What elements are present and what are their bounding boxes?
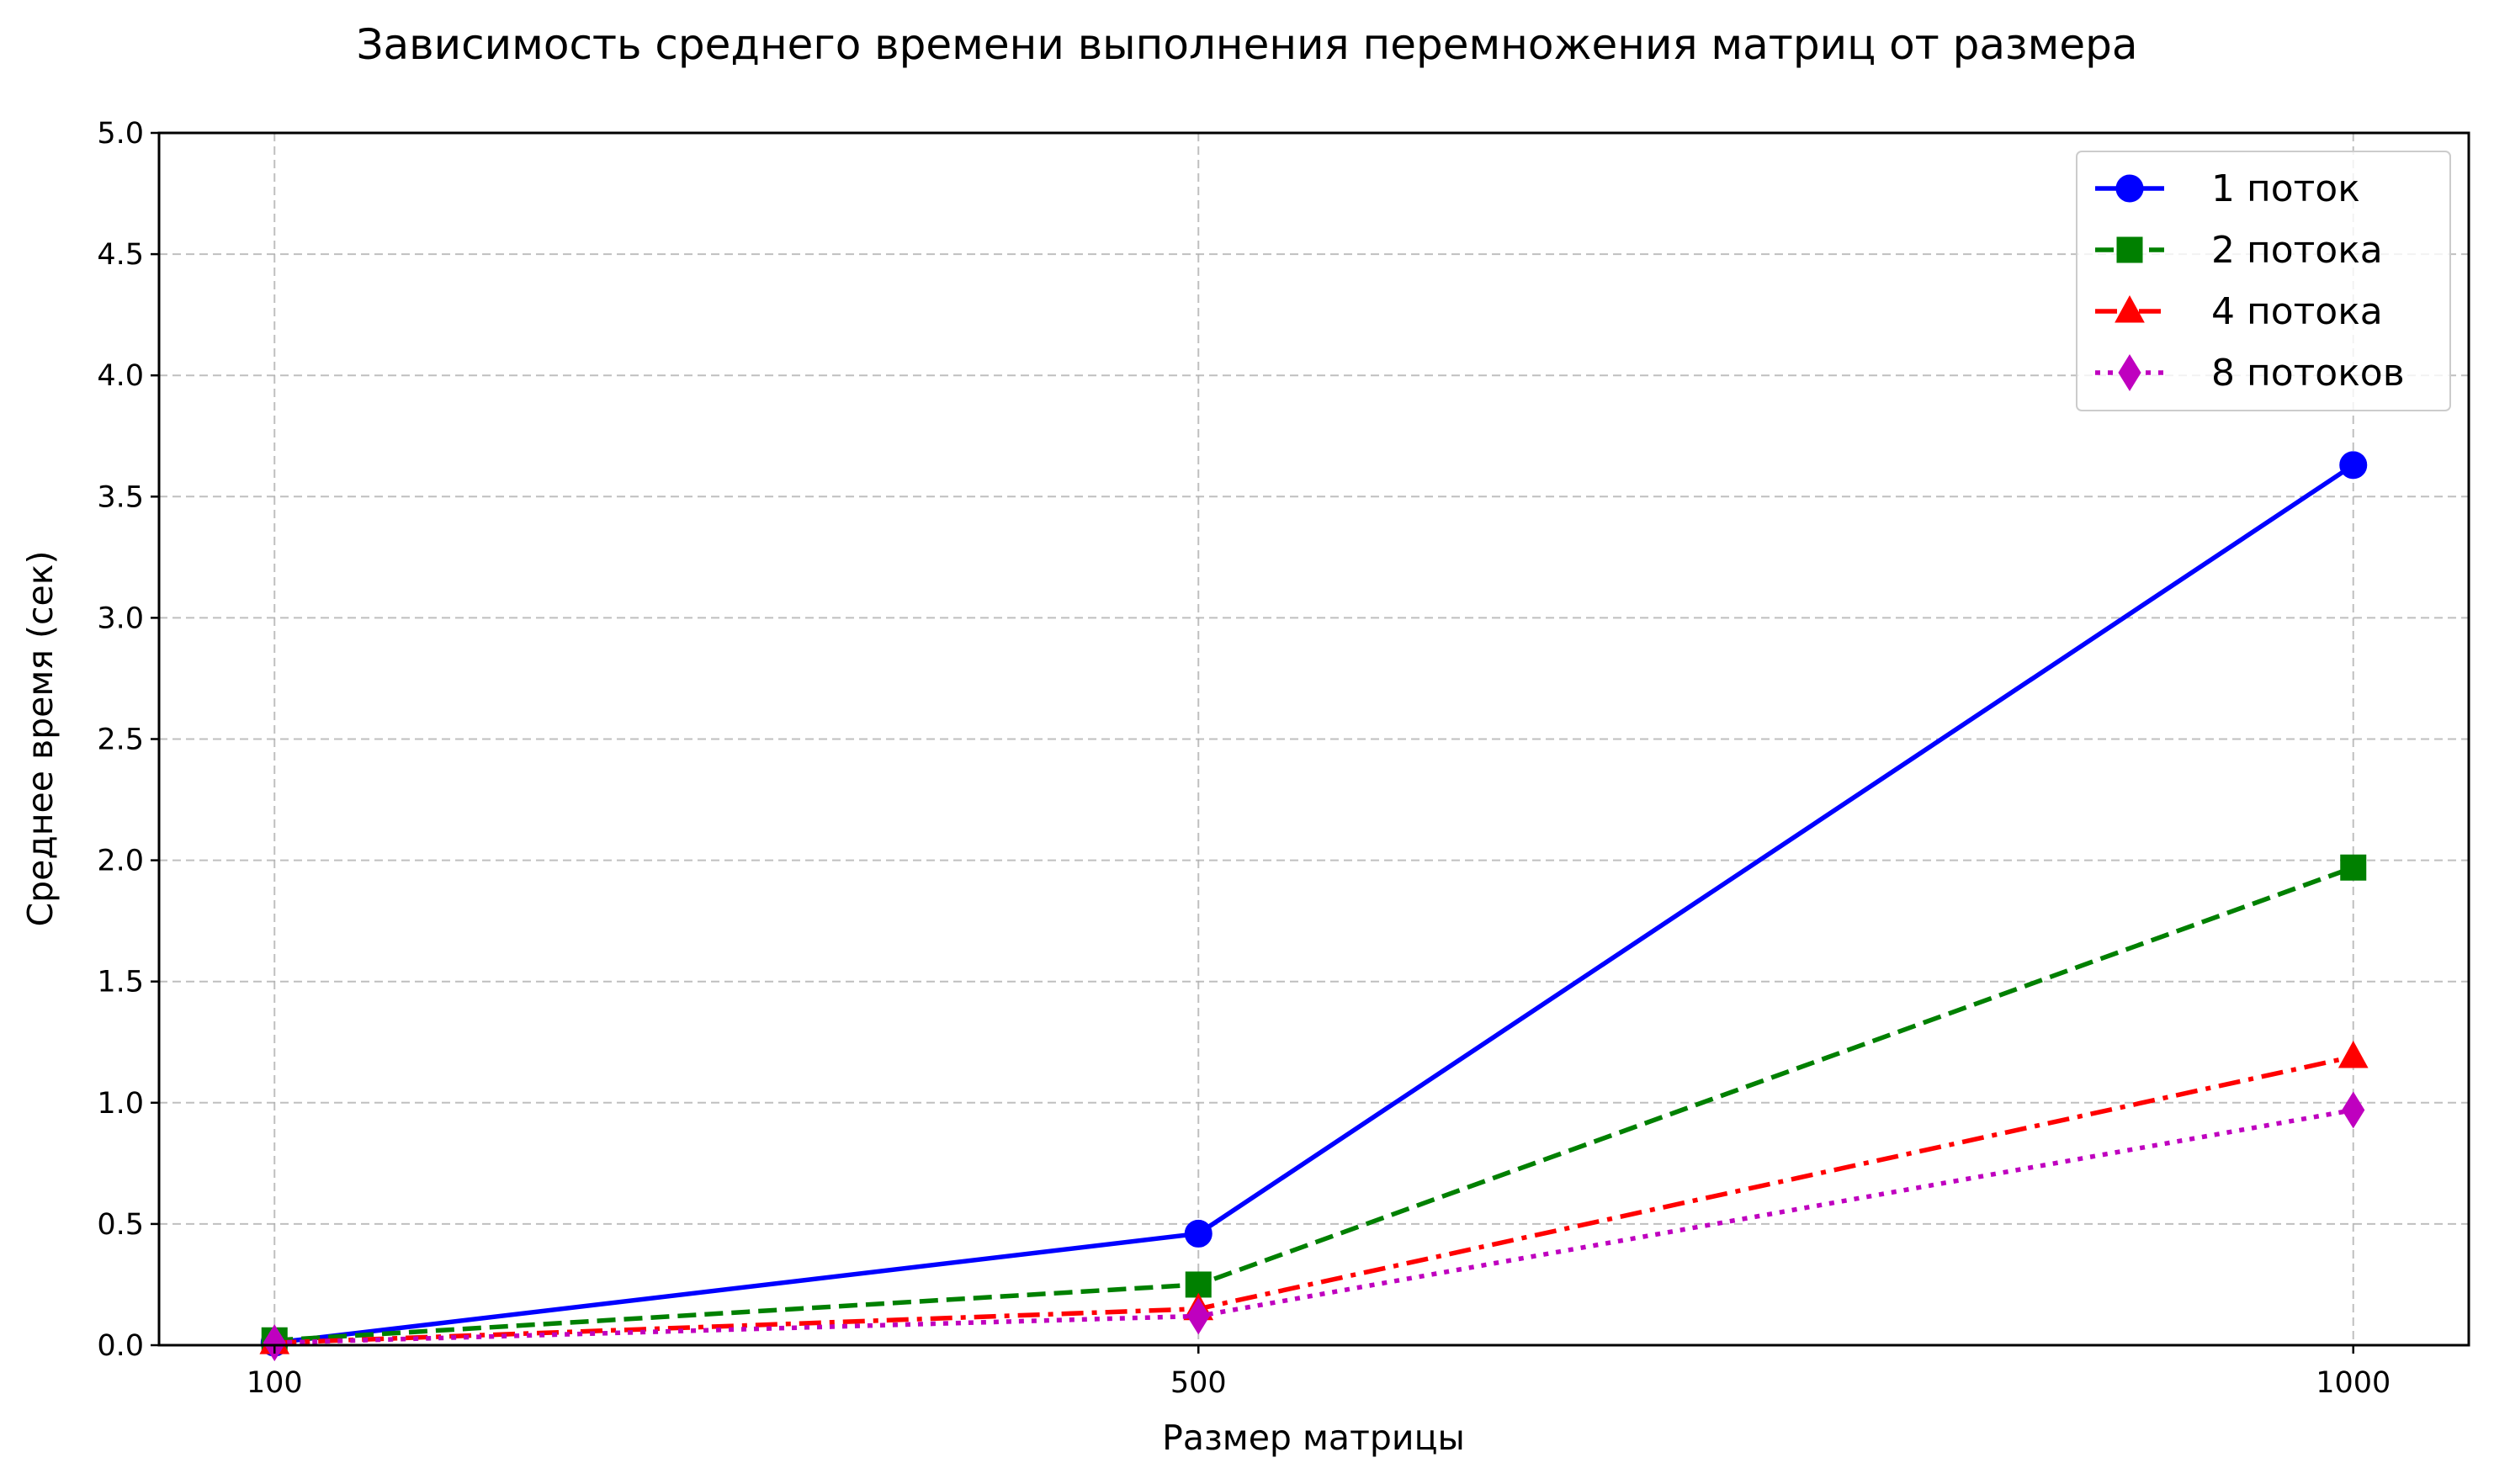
x-tick-label: 100 <box>247 1366 303 1400</box>
y-tick-label: 2.0 <box>97 845 144 878</box>
x-tick-label: 1000 <box>2316 1366 2391 1400</box>
y-tick-label: 3.0 <box>97 602 144 635</box>
legend-entry: 1 поток <box>2095 167 2360 210</box>
legend-label: 8 потоков <box>2211 352 2405 395</box>
legend-entry: 2 потока <box>2095 229 2383 272</box>
series-4 <box>263 1091 2365 1362</box>
legend-marker <box>2116 236 2143 263</box>
y-tick-label: 2.5 <box>97 723 144 757</box>
series-layer <box>259 451 2369 1362</box>
y-tick-label: 5.0 <box>97 117 144 151</box>
data-point <box>2337 1041 2369 1068</box>
y-tick-label: 0.5 <box>97 1208 144 1242</box>
y-tick-label: 1.0 <box>97 1087 144 1121</box>
data-point <box>2340 854 2367 881</box>
legend-marker <box>2118 354 2141 391</box>
data-point <box>2342 1091 2365 1129</box>
data-point <box>1186 1297 1210 1335</box>
y-tick-label: 4.0 <box>97 359 144 393</box>
ticks-layer: 0.0 0.5 1.0 1.5 2.0 2.5 3.0 3.5 4.0 4.5 5.0 100 500 1… <box>97 117 2391 1400</box>
legend-entry: 4 потока <box>2095 290 2383 333</box>
legend-label: 4 потока <box>2211 290 2383 333</box>
legend-label: 2 потока <box>2211 229 2383 272</box>
y-tick-label: 4.5 <box>97 238 144 272</box>
legend-entry: 8 потоков <box>2095 352 2405 395</box>
data-point <box>1184 1219 1213 1248</box>
x-axis-label: Размер матрицы <box>1162 1418 1465 1458</box>
y-tick-label: 0.0 <box>97 1329 144 1363</box>
x-tick-label: 500 <box>1170 1366 1227 1400</box>
chart-title: Зависимость среднего времени выполнения … <box>356 20 2137 69</box>
data-point <box>2339 451 2368 480</box>
y-axis-label: Среднее время (сек) <box>20 550 61 926</box>
legend-label: 1 поток <box>2211 167 2360 210</box>
legend-marker <box>2115 294 2145 323</box>
legend-box <box>2076 151 2451 411</box>
y-tick-label: 1.5 <box>97 966 144 999</box>
data-point <box>263 1324 286 1362</box>
legend-marker <box>2115 174 2144 203</box>
legend: 1 поток 2 потока 4 потока 8 потоков <box>2076 151 2451 411</box>
y-tick-label: 3.5 <box>97 480 144 514</box>
